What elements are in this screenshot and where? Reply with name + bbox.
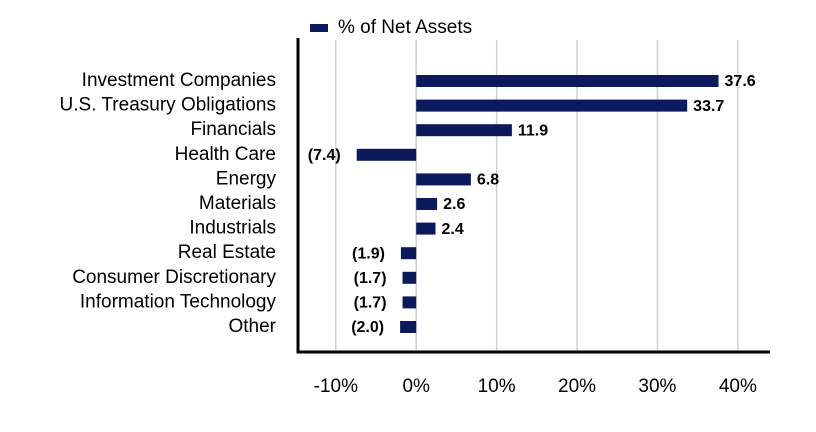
value-label: 11.9 bbox=[518, 122, 548, 139]
y-tick-label: Health Care bbox=[175, 144, 276, 165]
value-label: 37.6 bbox=[725, 73, 756, 90]
value-label: 33.7 bbox=[693, 98, 724, 115]
bar bbox=[402, 271, 417, 284]
y-tick-label: Consumer Discretionary bbox=[72, 267, 276, 288]
legend-label: % of Net Assets bbox=[338, 17, 472, 38]
y-tick-label: Financials bbox=[190, 119, 276, 140]
y-tick-label: Materials bbox=[199, 193, 276, 214]
bar bbox=[416, 99, 688, 112]
value-label: (2.0) bbox=[351, 319, 384, 336]
bar bbox=[416, 124, 512, 137]
y-tick-label: Information Technology bbox=[80, 291, 277, 312]
legend-swatch bbox=[310, 24, 328, 32]
x-tick-label: 30% bbox=[638, 376, 676, 397]
x-tick-label: 20% bbox=[558, 376, 596, 397]
value-label: (7.4) bbox=[308, 147, 341, 164]
bar bbox=[400, 321, 417, 333]
bar bbox=[400, 247, 417, 260]
x-tick-label: 40% bbox=[719, 376, 757, 397]
y-tick-label: Energy bbox=[216, 168, 277, 189]
value-label: (1.7) bbox=[354, 270, 387, 287]
bar bbox=[416, 198, 438, 210]
x-tick-label: 0% bbox=[402, 376, 430, 397]
value-label: 2.6 bbox=[443, 196, 465, 213]
bar bbox=[416, 173, 471, 186]
y-tick-label: Investment Companies bbox=[82, 70, 276, 91]
y-tick-label: U.S. Treasury Obligations bbox=[60, 95, 276, 116]
value-label: (1.7) bbox=[354, 295, 387, 312]
x-tick-label: -10% bbox=[314, 376, 358, 397]
value-label: 6.8 bbox=[477, 172, 499, 189]
x-tick-label: 10% bbox=[478, 376, 516, 397]
y-tick-label: Industrials bbox=[189, 218, 276, 239]
value-label: (1.9) bbox=[352, 245, 385, 262]
bar bbox=[356, 148, 417, 161]
y-tick-label: Other bbox=[228, 316, 276, 337]
bar bbox=[416, 75, 719, 87]
y-tick-label: Real Estate bbox=[178, 242, 276, 263]
bar bbox=[416, 222, 436, 235]
value-label: 2.4 bbox=[441, 221, 463, 238]
bar bbox=[402, 296, 417, 309]
